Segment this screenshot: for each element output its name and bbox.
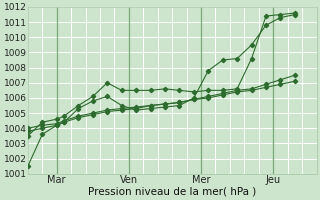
X-axis label: Pression niveau de la mer( hPa ): Pression niveau de la mer( hPa ) [88,187,256,197]
